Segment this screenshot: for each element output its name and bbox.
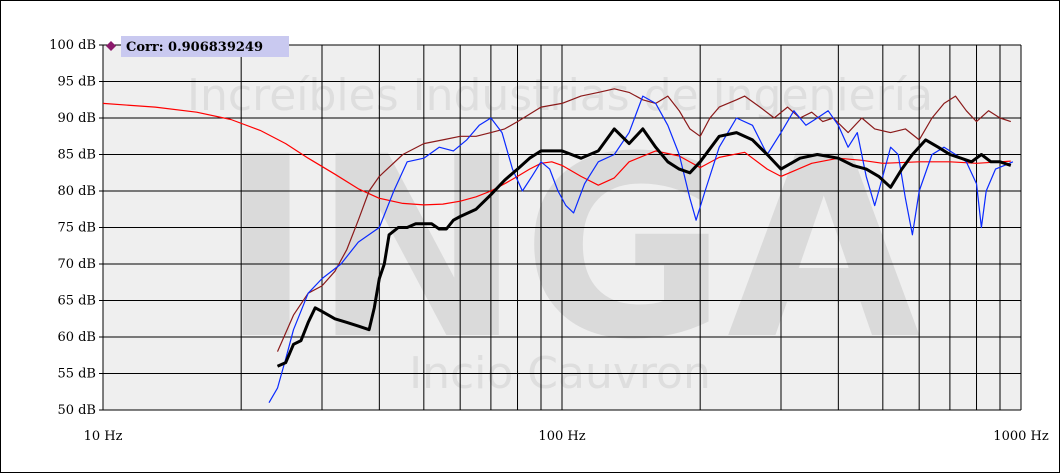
series-line-3 bbox=[268, 95, 1014, 404]
y-tick-label: 95 dB bbox=[57, 75, 96, 90]
legend-marker-icon bbox=[106, 41, 116, 51]
legend-label: Corr: 0.906839249 bbox=[126, 40, 263, 55]
y-tick-label: 65 dB bbox=[57, 294, 96, 309]
y-tick-label: 50 dB bbox=[57, 403, 96, 418]
watermark-logo: INGA bbox=[220, 103, 921, 394]
y-tick-label: 90 dB bbox=[57, 111, 96, 126]
y-tick-label: 80 dB bbox=[57, 184, 96, 199]
watermark-top-text: Increíbles Industrias de Ingeniería bbox=[187, 70, 933, 121]
series-line-4 bbox=[276, 127, 1012, 368]
y-tick-label: 100 dB bbox=[49, 38, 96, 53]
y-tick-label: 55 dB bbox=[57, 367, 96, 382]
x-tick-label: 10 Hz bbox=[84, 429, 123, 444]
series-line-2 bbox=[276, 88, 1011, 352]
x-tick-label: 100 Hz bbox=[538, 429, 585, 444]
y-tick-label: 85 dB bbox=[57, 148, 96, 163]
x-tick-label: 1000 Hz bbox=[993, 429, 1049, 444]
x-axis: 10 Hz 100 Hz 1000 Hz bbox=[84, 429, 1049, 444]
y-tick-label: 60 dB bbox=[57, 330, 96, 345]
y-axis: 100 dB 95 dB 90 dB 85 dB 80 dB 75 dB 70 dB 65 d… bbox=[49, 38, 103, 418]
watermark: Increíbles Industrias de Ingeniería INGA… bbox=[187, 70, 933, 399]
y-tick-label: 70 dB bbox=[57, 257, 96, 272]
legend: Corr: 0.906839249 bbox=[106, 36, 289, 57]
grid bbox=[102, 44, 1022, 411]
legend-box bbox=[121, 36, 289, 57]
series-group bbox=[102, 88, 1014, 404]
y-tick-label: 75 dB bbox=[57, 221, 96, 236]
